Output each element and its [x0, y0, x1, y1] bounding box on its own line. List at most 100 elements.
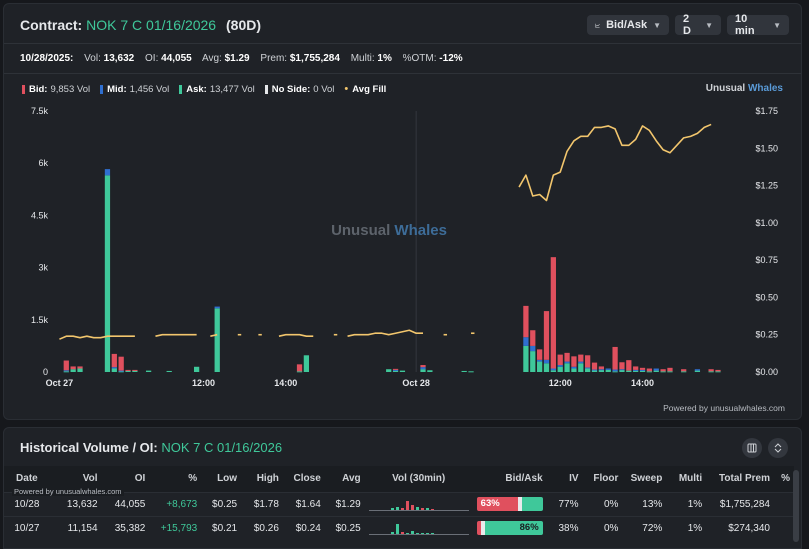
volume-bar-mid: [653, 368, 659, 371]
volume-bar-mid: [118, 370, 124, 372]
watermark: Unusual Whales: [331, 222, 447, 239]
columns-icon[interactable]: [742, 438, 762, 458]
legend-mid[interactable]: Mid: 1,456 Vol: [100, 84, 169, 95]
legend-avg-fill[interactable]: • Avg Fill: [344, 83, 387, 95]
volume-bar-bid: [523, 305, 529, 338]
sparkline-bar: [410, 531, 414, 535]
volume-bar-ask: [70, 369, 76, 372]
volume-bar-bid: [63, 360, 69, 371]
col-avg[interactable]: Avg: [324, 466, 365, 492]
col-total-prem[interactable]: Total Prem: [706, 466, 774, 492]
col-floor[interactable]: Floor: [582, 466, 623, 492]
contract-title: Contract: NOK 7 C 01/16/2026 (80D): [20, 17, 261, 33]
volume-bar-bid: [708, 369, 714, 372]
range-dropdown[interactable]: 2 D ▼: [675, 13, 721, 37]
volume-bar-ask: [626, 370, 632, 372]
legend-bid[interactable]: Bid: 9,853 Vol: [22, 84, 90, 95]
volume-bar-bid: [125, 369, 131, 371]
col-iv[interactable]: IV: [546, 466, 583, 492]
volume-bar-mid: [550, 368, 556, 371]
y-tick-right: $0.50: [755, 292, 778, 302]
volume-bar-ask: [63, 371, 69, 373]
table-row[interactable]: 10/28 13,632 44,055 +8,673 $0.25 $1.78 $…: [4, 491, 794, 516]
bid-portion: [476, 497, 519, 511]
volume-bar-bid: [578, 354, 584, 362]
volume-bar-ask: [77, 368, 83, 372]
x-tick: Oct 27: [46, 378, 74, 388]
y-tick-right: $0.25: [755, 330, 778, 340]
contract-name[interactable]: NOK 7 C 01/16/2026: [86, 17, 217, 33]
volume-bar-mid: [530, 345, 536, 352]
volume-bar-bid: [715, 369, 721, 372]
volume-bar-mid: [694, 369, 701, 371]
volume-bar-mid: [571, 366, 577, 369]
sparkline-bar: [405, 501, 409, 510]
volume-bar-ask: [557, 366, 563, 372]
volume-bar-bid: [550, 257, 556, 369]
volume-bar-bid: [420, 365, 426, 368]
mode-dropdown[interactable]: Bid/Ask ▼: [587, 15, 669, 35]
avg-fill-line: [59, 335, 135, 340]
title-label: Contract:: [20, 17, 83, 33]
sparkline-bar: [420, 533, 424, 535]
volume-bar-mid: [104, 169, 111, 176]
volume-bar-mid: [537, 359, 543, 362]
volume-bar-ask: [578, 363, 584, 372]
chart-legend: Bid: 9,853 Vol Mid: 1,456 Vol Ask: 13,477 V…: [22, 83, 399, 95]
volume-bar-ask: [598, 369, 604, 372]
volume-bar-bid: [70, 366, 76, 370]
divider: [4, 43, 801, 44]
avg-fill-line: [278, 333, 314, 338]
volume-bar-bid: [626, 360, 632, 371]
volume-chart[interactable]: Unusual Whales 7.5k 6k 4.5k 3k 1.5k 0 $1.75 $1.5…: [4, 99, 803, 399]
chevron-down-icon: ▼: [773, 20, 781, 30]
chevron-down-icon: ▼: [705, 20, 713, 30]
col-bid-ask[interactable]: Bid/Ask: [472, 466, 547, 492]
bid-swatch: [22, 84, 25, 94]
col-oi[interactable]: OI: [101, 466, 150, 492]
volume-bar-ask: [118, 371, 124, 373]
history-contract[interactable]: NOK 7 C 01/16/2026: [161, 440, 283, 455]
expand-collapse-icon[interactable]: [768, 438, 788, 458]
scrollbar[interactable]: [793, 470, 799, 542]
col-sweep[interactable]: Sweep: [622, 466, 667, 492]
volume-bar-mid: [598, 369, 604, 371]
sparkline-bar: [420, 508, 424, 510]
volume-bar-ask: [303, 355, 310, 372]
volume-bar-ask: [530, 351, 536, 372]
col-high[interactable]: High: [241, 466, 283, 492]
legend-no-side[interactable]: No Side: 0 Vol: [264, 84, 334, 95]
avg-fill-line: [347, 329, 424, 337]
interval-dropdown[interactable]: 10 min ▼: [727, 13, 789, 37]
volume-bar-bid: [639, 367, 646, 370]
sparkline-bar: [395, 507, 399, 510]
table-row[interactable]: 10/27 11,154 35,382 +15,793 $0.21 $0.26 …: [4, 515, 794, 540]
volume-bar-ask: [591, 370, 598, 372]
col-close[interactable]: Close: [282, 466, 325, 492]
col-vol-30min[interactable]: Vol (30min): [364, 466, 473, 492]
volume-sparkline: [368, 524, 469, 536]
legend-ask[interactable]: Ask: 13,477 Vol: [179, 84, 255, 95]
col-low[interactable]: Low: [201, 466, 242, 492]
powered-by-link[interactable]: Powered by unusualwhales.com: [663, 403, 785, 413]
volume-bar-ask: [646, 371, 653, 373]
col-pct[interactable]: %: [149, 466, 202, 492]
stat-avg: Avg: $1.29: [201, 53, 250, 64]
ask-pct-label: 86%: [519, 522, 539, 534]
volume-bar-mid: [633, 369, 639, 371]
volume-bar-ask: [104, 175, 111, 372]
mode-value: Bid/Ask: [606, 19, 648, 31]
volume-bar-bid: [619, 362, 625, 370]
volume-bar-mid: [619, 369, 625, 371]
volume-bar-mid: [564, 361, 570, 364]
volume-bar-bid: [571, 356, 577, 367]
volume-bar-bid: [132, 369, 138, 371]
powered-by-small[interactable]: Powered by unusualwhales.com: [12, 487, 124, 496]
col-pct-2[interactable]: %: [773, 466, 794, 492]
volume-bar-ask: [537, 361, 543, 372]
volume-bar-ask: [550, 370, 556, 372]
volume-bar-bid: [537, 349, 543, 360]
col-multi[interactable]: Multi: [666, 466, 707, 492]
volume-bar-ask: [543, 363, 550, 372]
stat-otm: %OTM: -12%: [402, 53, 463, 64]
